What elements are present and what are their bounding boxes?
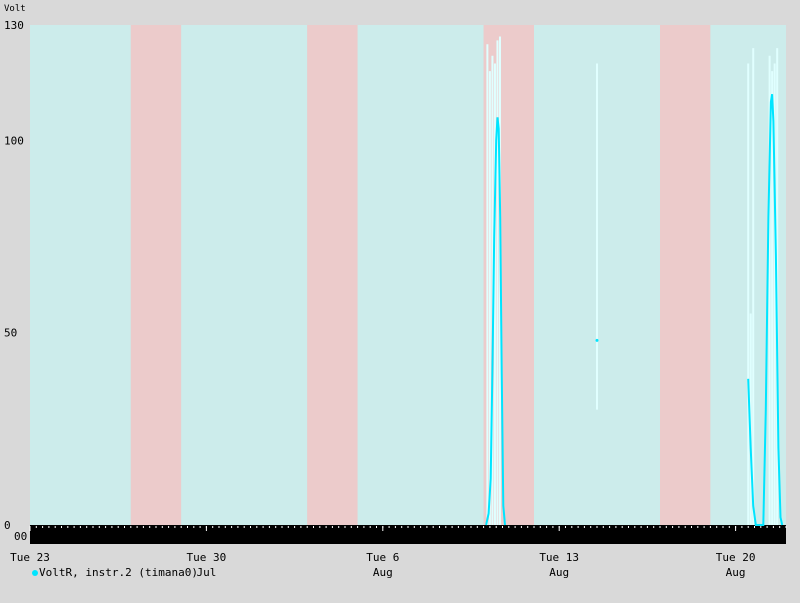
y-axis-label: Volt xyxy=(4,4,26,14)
weekday-band xyxy=(357,25,484,525)
y-tick-label: 100 xyxy=(4,134,24,147)
x-tick-sublabel: Aug xyxy=(549,566,569,579)
legend-label: VoltR, instr.2 (timana0) xyxy=(39,566,198,579)
weekend-band xyxy=(660,25,711,525)
y-tick-label: 0 xyxy=(4,519,11,532)
series-line-peak-1 xyxy=(485,117,506,526)
x-tick-label: Tue 13 xyxy=(539,551,579,564)
x-tick-label: Tue 23 xyxy=(10,551,50,564)
x-axis-strip xyxy=(30,525,786,544)
x-tick-label: Tue 6 xyxy=(366,551,399,564)
x-origin-label: 00 xyxy=(14,530,27,543)
y-tick-label: 130 xyxy=(4,19,24,32)
weekday-band xyxy=(30,25,131,525)
legend-swatch xyxy=(32,569,38,576)
x-tick-label: Tue 30 xyxy=(187,551,227,564)
weekday-band xyxy=(181,25,308,525)
x-tick-label: Tue 20 xyxy=(716,551,756,564)
x-tick-sublabel: Jul xyxy=(196,566,216,579)
series-isolated-point xyxy=(595,338,599,342)
legend: VoltR, instr.2 (timana0) xyxy=(32,566,198,579)
x-tick-sublabel: Aug xyxy=(373,566,393,579)
weekend-band xyxy=(307,25,358,525)
y-tick-label: 50 xyxy=(4,327,17,340)
weekend-band xyxy=(130,25,182,525)
series-line-peak-2 xyxy=(747,94,784,526)
x-tick-sublabel: Aug xyxy=(726,566,746,579)
